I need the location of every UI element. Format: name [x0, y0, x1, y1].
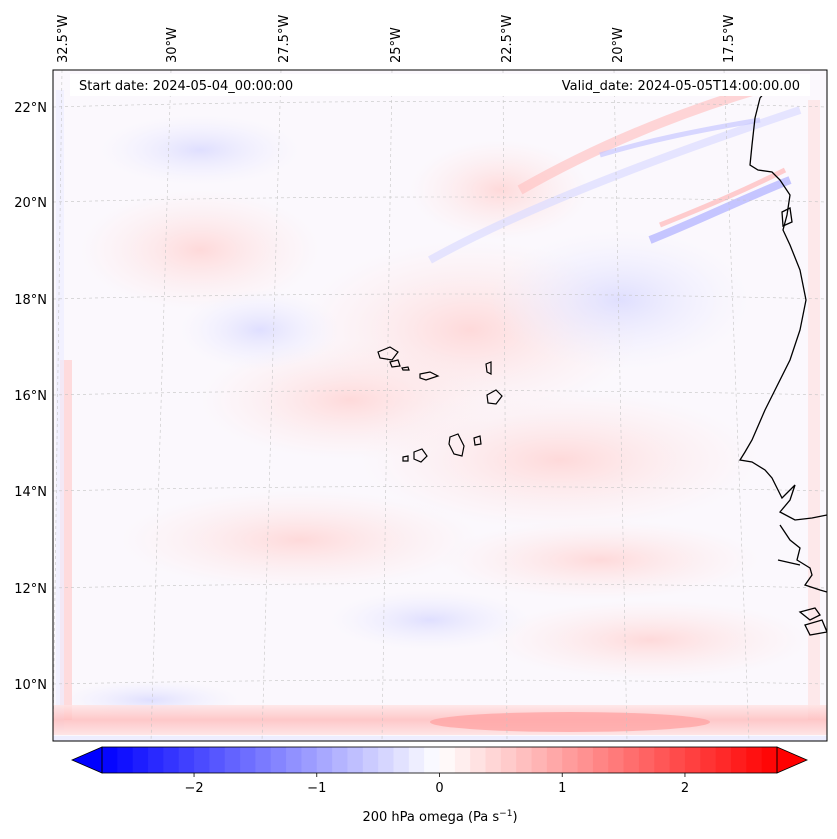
colorbar-segment	[761, 747, 778, 773]
colorbar-segment	[132, 747, 149, 773]
colorbar-segment	[638, 747, 655, 773]
lat-label: 22°N	[14, 101, 47, 116]
lat-label: 16°N	[14, 389, 47, 404]
lon-label: 32.5°W	[56, 15, 71, 63]
colorbar-segment	[608, 747, 625, 773]
map-frame	[52, 69, 828, 742]
colorbar-segment	[347, 747, 364, 773]
colorbar-segment	[270, 747, 287, 773]
colorbar-segment	[700, 747, 717, 773]
lon-label: 20°W	[611, 27, 626, 63]
colorbar-segment	[332, 747, 349, 773]
colorbar-ticks: −2 −1 0 1 2	[184, 773, 689, 796]
island-maio	[473, 435, 482, 446]
colorbar-segment	[393, 747, 410, 773]
colorbar-segment	[684, 747, 701, 773]
island-santa-luzia	[401, 366, 410, 371]
colorbar-segment	[669, 747, 686, 773]
colorbar-extend-low	[70, 746, 103, 774]
colorbar-tick-label: 0	[435, 781, 443, 796]
lon-label: 25°W	[389, 27, 404, 63]
island-sao-nicolau	[419, 371, 440, 381]
colorbar-segments	[102, 747, 778, 773]
colorbar-segment	[163, 747, 180, 773]
colorbar-tick-label: −2	[184, 781, 203, 796]
colorbar-segment	[577, 747, 594, 773]
colorbar-segment	[117, 747, 134, 773]
lat-label: 20°N	[14, 196, 47, 211]
colorbar-segment	[148, 747, 164, 773]
colorbar: −2 −1 0 1 2 200 hPa omega (Pa s−1)	[70, 746, 809, 825]
colorbar-segment	[240, 747, 257, 773]
colorbar-segment	[316, 747, 333, 773]
island-sal	[485, 361, 492, 375]
lon-label: 30°W	[165, 27, 180, 63]
island-brava	[402, 455, 409, 462]
coastline	[738, 79, 827, 636]
colorbar-extend-high	[776, 746, 809, 774]
lat-label: 18°N	[14, 293, 47, 308]
lon-label: 22.5°W	[500, 15, 515, 63]
colorbar-segment	[485, 747, 502, 773]
island-santiago	[448, 433, 465, 457]
colorbar-segment	[715, 747, 732, 773]
lon-label: 27.5°W	[277, 15, 292, 63]
colorbar-tick-label: 1	[558, 781, 566, 796]
gridlines	[53, 70, 827, 741]
african-coast	[738, 79, 827, 521]
island-fogo	[413, 448, 428, 463]
colorbar-segment	[531, 747, 548, 773]
colorbar-segment	[623, 747, 640, 773]
colorbar-segment	[224, 747, 241, 773]
annotation-box	[70, 74, 810, 96]
colorbar-segment	[178, 747, 195, 773]
lon-label: 17.5°W	[722, 15, 737, 63]
colorbar-segment	[301, 747, 318, 773]
colorbar-segment	[286, 747, 303, 773]
island-boa-vista	[486, 389, 503, 405]
colorbar-segment	[439, 747, 456, 773]
lat-label: 10°N	[14, 678, 47, 693]
colorbar-segment	[470, 747, 487, 773]
colorbar-segment	[362, 747, 379, 773]
colorbar-tick-label: 2	[681, 781, 689, 796]
colorbar-segment	[500, 747, 517, 773]
colorbar-segment	[255, 747, 272, 773]
colorbar-segment	[654, 747, 671, 773]
colorbar-segment	[746, 747, 763, 773]
colorbar-tick-label: −1	[307, 781, 326, 796]
colorbar-segment	[516, 747, 533, 773]
colorbar-segment	[209, 747, 226, 773]
colorbar-segment	[546, 747, 563, 773]
colorbar-label: 200 hPa omega (Pa s−1)	[362, 809, 517, 825]
colorbar-segment	[378, 747, 395, 773]
colorbar-segment	[194, 747, 210, 773]
cape-verde-islands	[377, 346, 503, 463]
colorbar-segment	[592, 747, 609, 773]
latitude-labels: 22°N 20°N 18°N 16°N 14°N 12°N 10°N	[14, 101, 47, 693]
lat-label: 12°N	[14, 582, 47, 597]
longitude-labels: 32.5°W 30°W 27.5°W 25°W 22.5°W 20°W 17.5…	[56, 15, 737, 63]
colorbar-segment	[102, 747, 118, 773]
omega-field	[53, 70, 827, 741]
island-sao-vicente	[389, 359, 401, 368]
colorbar-segment	[730, 747, 747, 773]
island-santo-antao	[377, 346, 399, 361]
start-date-label: Start date: 2024-05-04_00:00:00	[79, 79, 293, 94]
colorbar-segment	[408, 747, 425, 773]
colorbar-segment	[562, 747, 579, 773]
valid-date-label: Valid_date: 2024-05-05T14:00:00.00	[562, 79, 800, 94]
colorbar-segment	[454, 747, 471, 773]
colorbar-segment	[424, 747, 441, 773]
lat-label: 14°N	[14, 485, 47, 500]
